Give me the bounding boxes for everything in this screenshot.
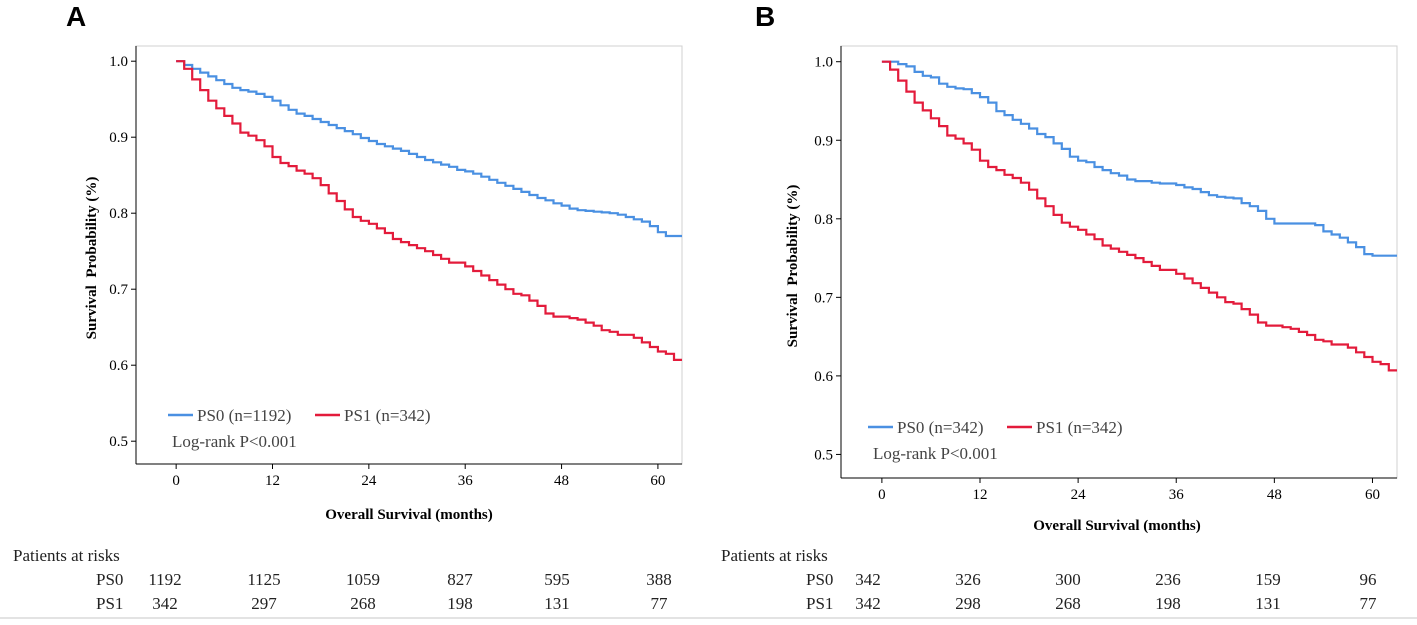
risk-table: Patients at risks PS0 PS1 1192 1125 1059 82… [13,546,672,613]
x-ticks: 0 12 24 36 48 60 [172,464,665,489]
y-tick-label: 0.7 [109,282,128,298]
x-tick-label: 48 [554,473,569,489]
y-tick-label: 0.8 [814,212,833,228]
y-tick-label: 0.7 [814,290,833,306]
series-line-ps0 [176,60,682,238]
risk-count: 77 [1360,594,1378,613]
risk-count: 342 [855,570,881,589]
risk-count: 77 [651,594,669,613]
panel-a: A 0.5 0.6 0.7 0.8 0.9 1.0 0 12 24 36 48 60 PS0 (n=… [13,1,683,613]
x-tick-label: 24 [1071,487,1087,503]
risk-row-label: PS1 [96,594,123,613]
risk-count: 827 [447,570,473,589]
x-tick-label: 24 [361,473,377,489]
legend-label-ps1: PS1 (n=342) [1036,418,1123,437]
risk-count: 159 [1255,570,1281,589]
y-tick-label: 1.0 [109,54,128,70]
series-line-ps0 [881,60,1397,257]
risk-count: 1125 [247,570,280,589]
risk-table: Patients at risks PS0 PS1 342 326 300 236 15… [721,546,1377,613]
x-tick-label: 12 [265,473,280,489]
risk-count: 342 [152,594,178,613]
log-rank-annotation: Log-rank P<0.001 [873,444,998,463]
risk-count: 298 [955,594,981,613]
risk-count: 1192 [148,570,181,589]
panel-letter: A [66,1,86,32]
x-ticks: 0 12 24 36 48 60 [878,478,1380,503]
legend-label-ps0: PS0 (n=342) [897,418,984,437]
risk-count: 342 [855,594,881,613]
risk-count: 1059 [346,570,380,589]
risk-counts: 342 326 300 236 159 96 342 298 268 198 131 77 [855,570,1377,613]
risk-count: 236 [1155,570,1181,589]
risk-count: 300 [1055,570,1081,589]
risk-count: 96 [1360,570,1377,589]
y-tick-label: 0.6 [109,358,128,374]
legend-label-ps1: PS1 (n=342) [344,406,431,425]
x-tick-label: 36 [1169,487,1185,503]
y-ticks: 0.5 0.6 0.7 0.8 0.9 1.0 [109,54,136,450]
panel-b: B 0.5 0.6 0.7 0.8 0.9 1.0 0 12 24 36 48 60 PS0 (n=… [721,1,1398,613]
risk-count: 297 [251,594,277,613]
legend-label-ps0: PS0 (n=1192) [197,406,291,425]
x-tick-label: 60 [1365,487,1380,503]
x-axis-title: Overall Survival (months) [325,507,493,523]
log-rank-annotation: Log-rank P<0.001 [172,432,297,451]
legend: PS0 (n=342) PS1 (n=342) Log-rank P<0.001 [868,418,1123,463]
risk-row-label: PS1 [806,594,833,613]
y-tick-label: 0.5 [814,447,833,463]
x-tick-label: 60 [650,473,665,489]
x-tick-label: 12 [973,487,988,503]
y-axis-title: Survival Probability (%) [785,185,801,348]
y-tick-label: 0.9 [814,133,833,149]
series-line-ps1 [881,60,1397,372]
x-axis-title: Overall Survival (months) [1033,518,1201,534]
series-line-ps1 [176,60,682,361]
risk-row-label: PS0 [96,570,123,589]
risk-count: 388 [646,570,672,589]
survival-curves [881,60,1397,372]
x-tick-label: 0 [172,473,180,489]
y-tick-label: 0.6 [814,369,833,385]
y-tick-label: 1.0 [814,55,833,71]
risk-count: 595 [544,570,570,589]
risk-counts: 1192 1125 1059 827 595 388 342 297 268 198 131 77 [148,570,671,613]
risk-count: 131 [544,594,570,613]
risk-table-title: Patients at risks [13,546,120,565]
legend: PS0 (n=1192) PS1 (n=342) Log-rank P<0.00… [168,406,431,451]
y-ticks: 0.5 0.6 0.7 0.8 0.9 1.0 [814,55,841,463]
x-tick-label: 48 [1267,487,1282,503]
risk-count: 326 [955,570,981,589]
risk-table-title: Patients at risks [721,546,828,565]
y-axis-title: Survival Probability (%) [84,177,100,340]
risk-count: 268 [1055,594,1081,613]
risk-count: 198 [447,594,473,613]
x-tick-label: 36 [458,473,474,489]
risk-count: 131 [1255,594,1281,613]
risk-count: 268 [350,594,376,613]
y-tick-label: 0.5 [109,434,128,450]
y-tick-label: 0.8 [109,206,128,222]
y-tick-label: 0.9 [109,130,128,146]
risk-count: 198 [1155,594,1181,613]
risk-row-label: PS0 [806,570,833,589]
x-tick-label: 0 [878,487,886,503]
panel-letter: B [755,1,775,32]
survival-curves [176,60,682,361]
